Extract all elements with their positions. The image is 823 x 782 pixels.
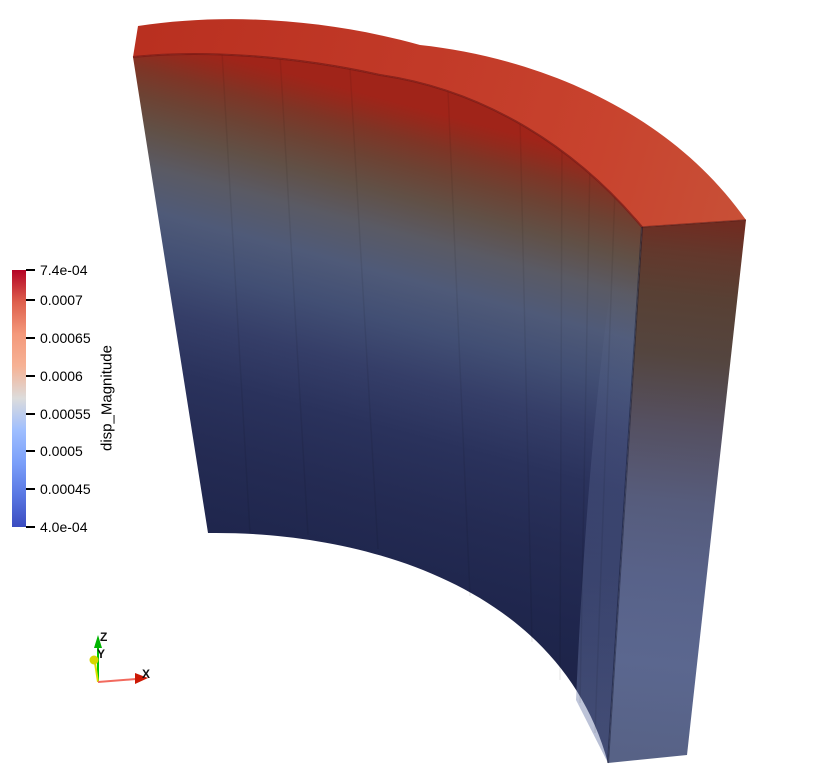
mesh-cut-face-top-edge bbox=[641, 219, 747, 228]
scalar-bar-tick-label: 0.00065 bbox=[40, 330, 91, 346]
z-axis-label: Z bbox=[100, 630, 107, 644]
scalar-bar-max-label: 7.4e-04 bbox=[40, 262, 88, 278]
y-axis-label: Y bbox=[97, 647, 105, 661]
mesh-inner-wall[interactable] bbox=[133, 54, 642, 764]
scalar-bar-min-label: 4.0e-04 bbox=[40, 519, 88, 535]
scalar-bar-tick-label: 0.00055 bbox=[40, 406, 91, 422]
scalar-bar-tick bbox=[26, 299, 35, 301]
mesh-corner-sheen bbox=[576, 227, 642, 763]
scalar-bar-title: disp_Magnitude bbox=[98, 345, 116, 452]
scalar-bar-gradient[interactable] bbox=[12, 270, 26, 527]
scalar-bar-tick bbox=[26, 488, 35, 490]
orientation-axes-widget: Z Y X bbox=[89, 630, 150, 684]
scalar-bar-tick-label: 0.0006 bbox=[40, 368, 83, 384]
scalar-bar-tick bbox=[26, 450, 35, 452]
mesh-cut-face[interactable] bbox=[608, 220, 746, 763]
x-axis-label: X bbox=[142, 667, 150, 681]
scalar-bar-tick-label: 0.0005 bbox=[40, 443, 83, 459]
x-axis-arrowhead bbox=[135, 673, 148, 684]
scalar-bar-tick bbox=[26, 526, 35, 528]
mesh-top-rim-crease bbox=[132, 53, 643, 228]
z-axis-arrowhead bbox=[94, 635, 102, 648]
scalar-bar-tick bbox=[26, 413, 35, 415]
scalar-bar-tick-label: 0.00045 bbox=[40, 481, 91, 497]
scalar-bar-tick bbox=[26, 337, 35, 339]
mesh-front-corner-edge bbox=[607, 226, 643, 764]
scalar-bar-tick bbox=[26, 375, 35, 377]
scalar-bar-tick-label: 0.0007 bbox=[40, 292, 83, 308]
y-axis-shaft bbox=[94, 662, 99, 683]
x-axis-shaft bbox=[97, 678, 137, 683]
y-axis-arrowhead bbox=[89, 655, 99, 665]
mesh-facet-creases bbox=[221, 51, 616, 734]
scalar-bar-tick bbox=[26, 269, 35, 271]
